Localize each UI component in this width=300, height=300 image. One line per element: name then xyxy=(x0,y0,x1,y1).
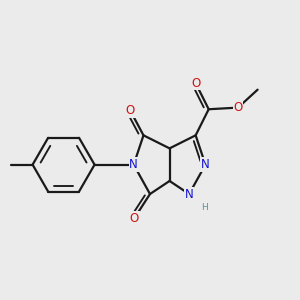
Text: N: N xyxy=(201,158,210,171)
Text: O: O xyxy=(126,104,135,117)
Text: N: N xyxy=(129,158,138,171)
Text: O: O xyxy=(191,77,200,90)
Text: O: O xyxy=(130,212,139,225)
Text: H: H xyxy=(201,203,208,212)
Text: N: N xyxy=(185,188,194,200)
Text: O: O xyxy=(233,101,243,114)
